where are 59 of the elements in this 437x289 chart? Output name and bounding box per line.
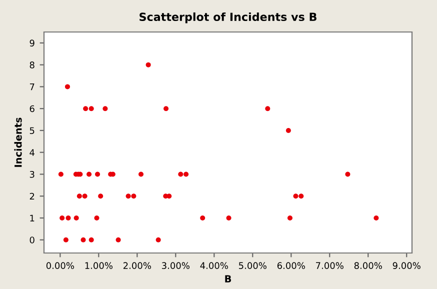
x-axis-title: B	[225, 275, 232, 282]
x-tick-label: 7.00%	[316, 262, 344, 270]
x-tick-label: 9.00%	[392, 262, 420, 270]
x-tick-label: 8.00%	[354, 262, 382, 270]
point	[131, 194, 136, 199]
y-tick-label: 0	[30, 236, 34, 244]
x-tick-label: 4.00%	[200, 262, 228, 270]
point	[116, 237, 121, 242]
point	[83, 106, 88, 112]
point	[226, 215, 232, 220]
point	[293, 194, 298, 199]
point	[265, 106, 270, 112]
point	[178, 172, 184, 177]
point	[98, 194, 104, 199]
point	[200, 215, 206, 220]
chart-title: Scatterplot of Incidents vs B	[140, 12, 316, 24]
point	[58, 172, 64, 177]
point	[60, 215, 65, 220]
point	[80, 237, 86, 242]
point	[345, 172, 350, 177]
point	[95, 172, 100, 177]
y-tick-label: 6	[30, 105, 34, 112]
y-tick-label: 3	[30, 170, 34, 178]
point	[88, 237, 94, 242]
x-tick-label: 1.00%	[85, 262, 113, 270]
y-tick-label: 7	[30, 84, 34, 90]
point	[126, 194, 131, 199]
x-tick-label: 5.00%	[238, 262, 266, 270]
y-tick-label: 4	[30, 149, 34, 156]
point	[74, 215, 79, 220]
point	[287, 215, 292, 220]
point	[164, 106, 169, 112]
point	[156, 237, 161, 242]
point	[138, 172, 144, 177]
point	[76, 194, 82, 199]
point	[184, 172, 189, 177]
point	[82, 194, 88, 199]
x-tick-label: 3.00%	[162, 262, 190, 270]
y-tick-label: 2	[30, 192, 34, 200]
point	[298, 194, 304, 199]
y-tick-label: 8	[30, 62, 34, 68]
point	[88, 106, 94, 112]
point	[64, 84, 70, 90]
point	[146, 62, 151, 68]
point	[94, 215, 100, 220]
x-tick-label: 6.00%	[277, 262, 305, 270]
point	[86, 172, 92, 177]
y-tick-label: 5	[30, 127, 34, 134]
point	[66, 215, 71, 220]
point	[102, 106, 108, 112]
y-tick-label: 1	[30, 214, 34, 222]
point	[166, 194, 172, 199]
point	[374, 215, 379, 220]
y-axis-title: Incidents	[14, 118, 22, 167]
y-tick-label: 9	[30, 40, 34, 46]
x-tick-label: 0.00%	[46, 262, 74, 270]
point	[286, 128, 291, 133]
point	[63, 237, 68, 242]
x-tick-label: 2.00%	[123, 262, 151, 270]
